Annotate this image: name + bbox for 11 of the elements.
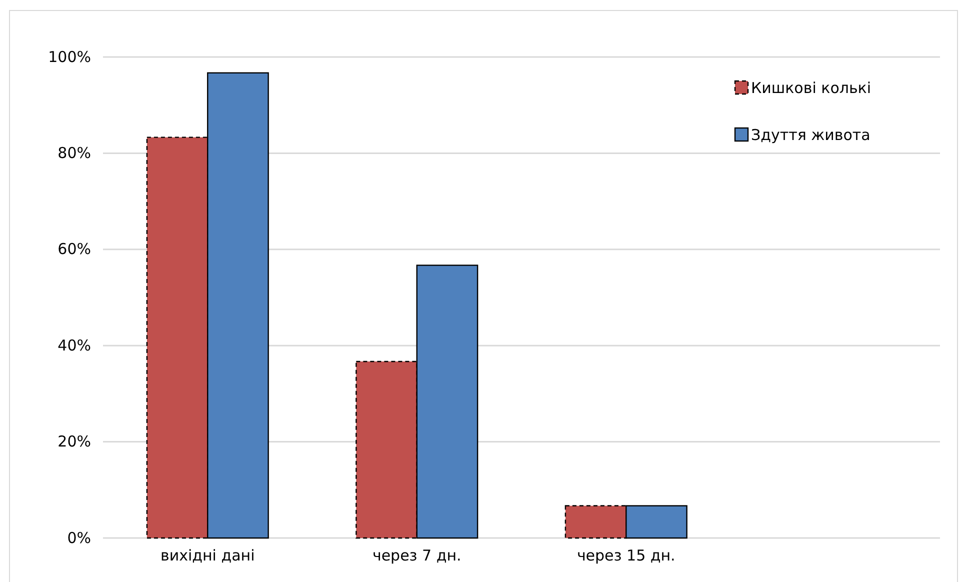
y-tick-label: 0% [67,528,91,547]
y-tick-label: 40% [58,336,91,354]
legend-label: Кишкові колькі [751,79,872,97]
y-tick-label: 80% [58,144,91,162]
y-tick-label: 60% [58,240,91,258]
legend-label: Здуття живота [751,126,870,144]
x-tick-label: через 7 дн. [372,546,462,565]
x-tick-label: через 15 дн. [576,546,676,565]
x-tick-label: вихідні дані [160,546,255,565]
y-tick-label: 20% [58,432,91,451]
y-tick-label: 100% [48,48,91,66]
